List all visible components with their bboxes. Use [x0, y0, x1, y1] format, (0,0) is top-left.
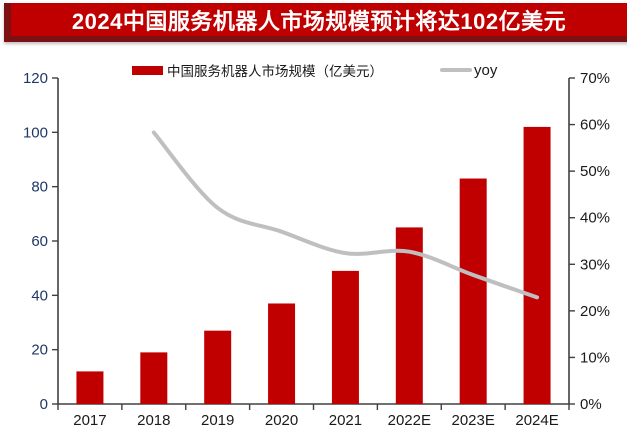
right-axis-tick-label: 70% [580, 70, 610, 87]
left-axis-tick-label: 40 [31, 287, 48, 304]
x-axis-label-2021: 2021 [329, 412, 362, 429]
x-axis-label-2020: 2020 [265, 412, 298, 429]
right-axis-tick-label: 0% [580, 396, 602, 413]
left-axis-tick-label: 80 [31, 179, 48, 196]
right-axis-tick-label: 20% [580, 303, 610, 320]
legend-label-yoy: yoy [474, 61, 498, 79]
yoy-line [151, 130, 540, 300]
bar-2021 [331, 270, 359, 404]
legend-item-market: 中国服务机器人市场规模（亿美元） [132, 59, 383, 81]
x-axis-label-2024E: 2024E [515, 412, 558, 429]
bar-series-swatch-icon [132, 65, 163, 75]
bar-2018 [140, 352, 168, 404]
line-series-swatch-icon [440, 68, 472, 72]
bar-2019 [204, 330, 232, 404]
chart-title: 2024中国服务机器人市场规模预计将达102亿美元 [71, 8, 567, 34]
right-axis-tick-label: 50% [580, 163, 610, 180]
x-axis-label-2017: 2017 [73, 412, 106, 429]
x-axis-label-2018: 2018 [137, 412, 170, 429]
left-axis-tick-label: 60 [31, 233, 48, 250]
x-axis-label-2023E: 2023E [452, 412, 495, 429]
right-axis-tick-label: 30% [580, 256, 610, 273]
legend-label-market: 中国服务机器人市场规模（亿美元） [167, 64, 383, 79]
legend: 中国服务机器人市场规模（亿美元） yoy [0, 59, 627, 81]
bar-2020 [268, 303, 296, 404]
right-axis-tick-label: 60% [580, 117, 610, 134]
bar-2024E [523, 126, 551, 405]
left-axis-tick-label: 20 [31, 342, 48, 359]
x-axis-label-2022E: 2022E [388, 412, 431, 429]
bar-2022E [395, 227, 423, 404]
right-axis-tick-label: 40% [580, 210, 610, 227]
title-banner: 2024中国服务机器人市场规模预计将达102亿美元 [4, 3, 627, 42]
left-axis-tick-label: 120 [23, 70, 48, 87]
left-axis-tick-label: 0 [40, 396, 48, 413]
legend-item-yoy: yoy [440, 59, 497, 81]
left-axis-tick-label: 100 [23, 124, 48, 141]
bar-2023E [459, 178, 487, 404]
bar-2017 [76, 371, 104, 404]
x-axis-label-2019: 2019 [201, 412, 234, 429]
right-axis-tick-label: 10% [580, 349, 610, 366]
